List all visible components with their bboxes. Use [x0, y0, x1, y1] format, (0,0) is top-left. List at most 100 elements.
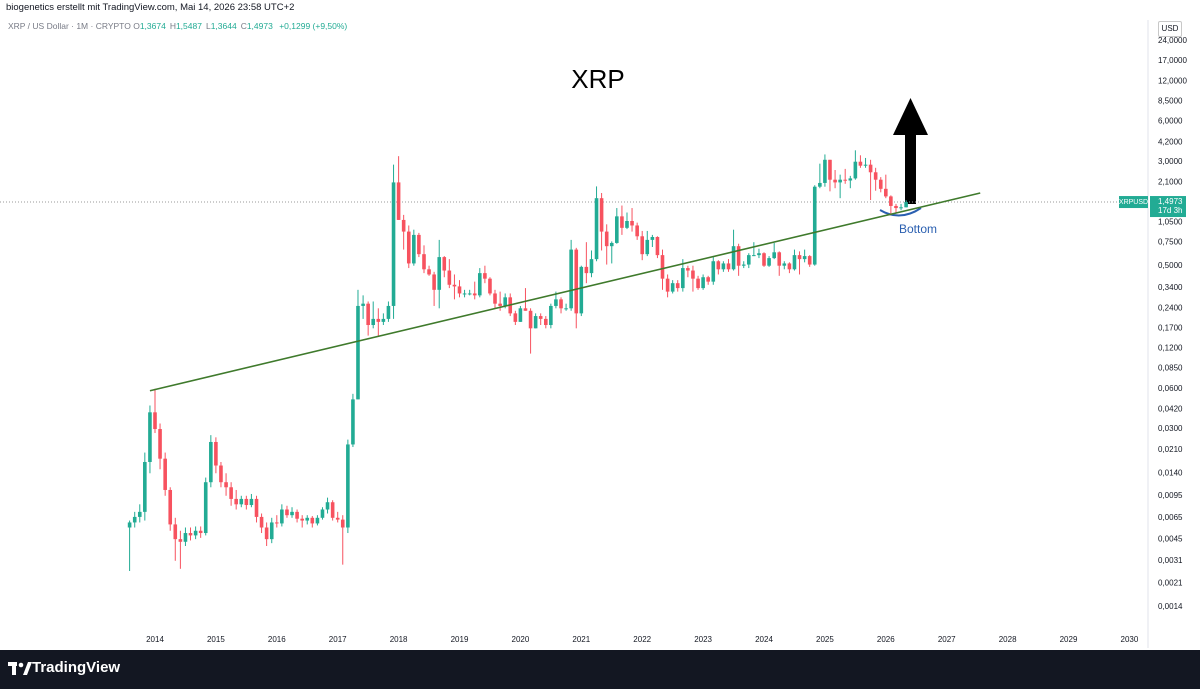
- x-tick-label: 2022: [633, 635, 651, 644]
- candle-body: [878, 179, 883, 189]
- candle-body: [660, 255, 665, 279]
- price-countdown: 17d 3h: [1158, 206, 1182, 215]
- candle-body: [340, 519, 345, 528]
- candle-body: [188, 533, 193, 536]
- candle-body: [863, 164, 868, 166]
- candle-body: [691, 270, 695, 279]
- candle-body: [366, 303, 370, 326]
- candle-body: [807, 256, 812, 265]
- candle-body: [442, 257, 447, 271]
- chart: XRP 24,0000 17,0000 12,0000 8,5000 6,0000 4,2…: [0, 20, 1187, 648]
- x-tick-label: 2030: [1121, 635, 1139, 644]
- y-tick-label: 17,0000: [1158, 56, 1187, 65]
- candle-body: [650, 236, 655, 240]
- candle-body: [209, 441, 213, 483]
- chart-title: XRP: [571, 64, 624, 94]
- candle-body: [457, 286, 462, 294]
- candle-body: [812, 186, 817, 265]
- y-tick-label: 0,0014: [1158, 602, 1183, 611]
- candle-body: [346, 444, 350, 528]
- y-tick-label: 0,0140: [1158, 468, 1183, 477]
- x-tick-label: 2017: [329, 635, 347, 644]
- candle-body: [599, 198, 604, 232]
- change: +0,1299 (+9,50%): [279, 21, 348, 31]
- candle-body: [264, 527, 269, 540]
- legend-key: L: [205, 21, 211, 31]
- candle-body: [178, 539, 183, 542]
- candle-body: [696, 278, 700, 289]
- trendline: [149, 192, 981, 392]
- candle-body: [280, 509, 284, 524]
- candle-body: [777, 252, 782, 266]
- y-tick-label: 1,0500: [1158, 218, 1183, 227]
- candle-body: [143, 461, 147, 512]
- candle-body: [858, 161, 863, 166]
- candle-body: [447, 270, 452, 285]
- candle-body: [655, 236, 660, 256]
- candle-body: [498, 303, 502, 306]
- candle-body: [295, 511, 299, 519]
- candle-body: [269, 522, 274, 540]
- x-tick-label: 2025: [816, 635, 834, 644]
- x-tick-label: 2024: [755, 635, 773, 644]
- candle-body: [168, 489, 173, 525]
- candle-body: [569, 249, 573, 309]
- x-tick-label: 2020: [512, 635, 530, 644]
- y-tick-label: 8,5000: [1158, 96, 1183, 105]
- candle-body: [173, 524, 178, 540]
- candle-body: [848, 178, 853, 181]
- y-tick-label: 24,0000: [1158, 36, 1187, 45]
- candle-body: [640, 236, 645, 255]
- candle-body: [234, 498, 238, 505]
- candle-body: [239, 498, 244, 505]
- candle-body: [681, 268, 685, 289]
- legend-value: 1,4973: [246, 21, 273, 31]
- candle-body: [726, 263, 731, 270]
- candle-body: [285, 509, 289, 516]
- y-tick-label: 0,0300: [1158, 424, 1183, 433]
- candle-body: [452, 284, 457, 287]
- currency-button[interactable]: USD: [1158, 21, 1182, 37]
- candle-body: [884, 188, 888, 197]
- x-tick-label: 2019: [451, 635, 469, 644]
- price-label-bg: [1150, 196, 1186, 218]
- candle-body: [467, 293, 472, 295]
- candle-body: [823, 159, 827, 183]
- candle-body: [148, 412, 152, 462]
- y-tick-label: 0,0095: [1158, 491, 1183, 500]
- candle-body: [259, 516, 264, 528]
- candle-body: [579, 266, 584, 314]
- candle-body: [665, 278, 670, 292]
- candle-body: [894, 205, 898, 209]
- candle-body: [274, 522, 279, 524]
- candle-body: [716, 261, 721, 270]
- candle-body: [305, 517, 310, 521]
- footer: TradingView: [0, 650, 1200, 689]
- candle-body: [356, 305, 360, 400]
- legend: XRP / US Dollar · 1M · CRYPTO O1,3674 H1,…: [8, 21, 351, 31]
- candle-body: [376, 318, 381, 322]
- y-tick-label: 0,1700: [1158, 323, 1183, 332]
- logo-icon: [8, 662, 32, 675]
- candle-body: [371, 318, 376, 326]
- candle-body: [158, 429, 162, 459]
- candle-body: [290, 511, 294, 516]
- candle-body: [828, 159, 832, 180]
- candle-body: [391, 182, 396, 306]
- candle-body: [559, 299, 563, 309]
- candle-body: [772, 252, 776, 259]
- y-tick-label: 0,0600: [1158, 384, 1183, 393]
- candle-body: [315, 517, 320, 524]
- candle-body: [620, 216, 624, 228]
- candle-body: [127, 522, 132, 528]
- y-tick-label: 0,0420: [1158, 405, 1183, 414]
- candle-body: [224, 482, 228, 488]
- candle-body: [762, 253, 766, 266]
- candle-body: [219, 465, 223, 483]
- candle-body: [310, 517, 315, 524]
- candle-body: [792, 255, 797, 270]
- y-tick-label: 4,2000: [1158, 137, 1183, 146]
- candle-body: [183, 533, 188, 542]
- y-tick-label: 6,0000: [1158, 117, 1183, 126]
